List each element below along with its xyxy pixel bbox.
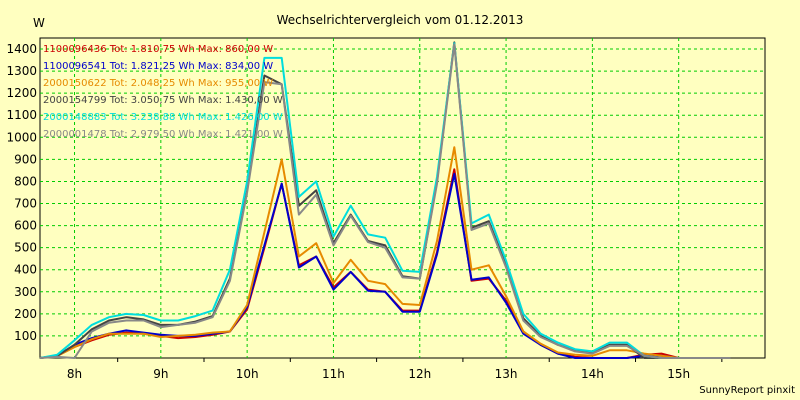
x-axis-ticks: 8h 9h 10h 11h 12h 13h 14h 15h [67, 367, 690, 381]
legend-entry: 1100096436 Tot: 1.810,75 Wh Max: 860,00 … [43, 44, 273, 55]
legend-entry: 2000148883 Tot: 3.238,88 Wh Max: 1.426,0… [43, 112, 283, 123]
x-tick-label: 9h [153, 367, 168, 381]
x-tick-label: 14h [581, 367, 604, 381]
y-tick-label: 1000 [6, 130, 37, 144]
series-line-6 [39, 43, 731, 359]
series-line-5 [39, 42, 731, 359]
y-axis-unit: W [33, 16, 45, 30]
y-tick-label: 1400 [6, 42, 37, 56]
series-layer [39, 41, 731, 359]
y-tick-label: 700 [14, 197, 37, 211]
y-tick-label: 800 [14, 174, 37, 188]
series-line-3 [39, 146, 731, 359]
x-tick-label: 12h [408, 367, 431, 381]
legend: 1100096436 Tot: 1.810,75 Wh Max: 860,00 … [43, 44, 283, 140]
y-tick-label: 600 [14, 219, 37, 233]
y-tick-label: 1300 [6, 64, 37, 78]
x-tick-label: 8h [67, 367, 82, 381]
y-tick-label: 300 [14, 285, 37, 299]
y-tick-label: 900 [14, 152, 37, 166]
series-line-2 [39, 172, 731, 359]
chart-title: Wechselrichtervergleich vom 01.12.2013 [277, 13, 524, 27]
y-tick-label: 200 [14, 307, 37, 321]
legend-entry: 2000154799 Tot: 3.050,75 Wh Max: 1.430,0… [43, 95, 283, 106]
y-tick-label: 100 [14, 329, 37, 343]
y-tick-label: 1200 [6, 86, 37, 100]
footer-credit: SunnyReport pinxit [699, 385, 795, 396]
x-tick-label: 10h [236, 367, 259, 381]
x-tick-label: 13h [495, 367, 518, 381]
y-tick-label: 500 [14, 241, 37, 255]
x-tick-label: 11h [322, 367, 345, 381]
y-axis-ticks: 100 200 300 400 500 600 700 800 900 1000 1100 1200 1… [6, 42, 37, 343]
x-tick-label: 15h [667, 367, 690, 381]
series-line-4 [39, 41, 731, 359]
y-tick-label: 400 [14, 263, 37, 277]
legend-entry: 1100096541 Tot: 1.821,25 Wh Max: 834,00 … [43, 61, 273, 72]
legend-entry: 2000150622 Tot: 2.048,25 Wh Max: 955,00 … [43, 78, 273, 89]
y-tick-label: 1100 [6, 108, 37, 122]
legend-entry: 2000001478 Tot: 2.979,50 Wh Max: 1.421,0… [43, 129, 283, 140]
grid [40, 38, 765, 362]
